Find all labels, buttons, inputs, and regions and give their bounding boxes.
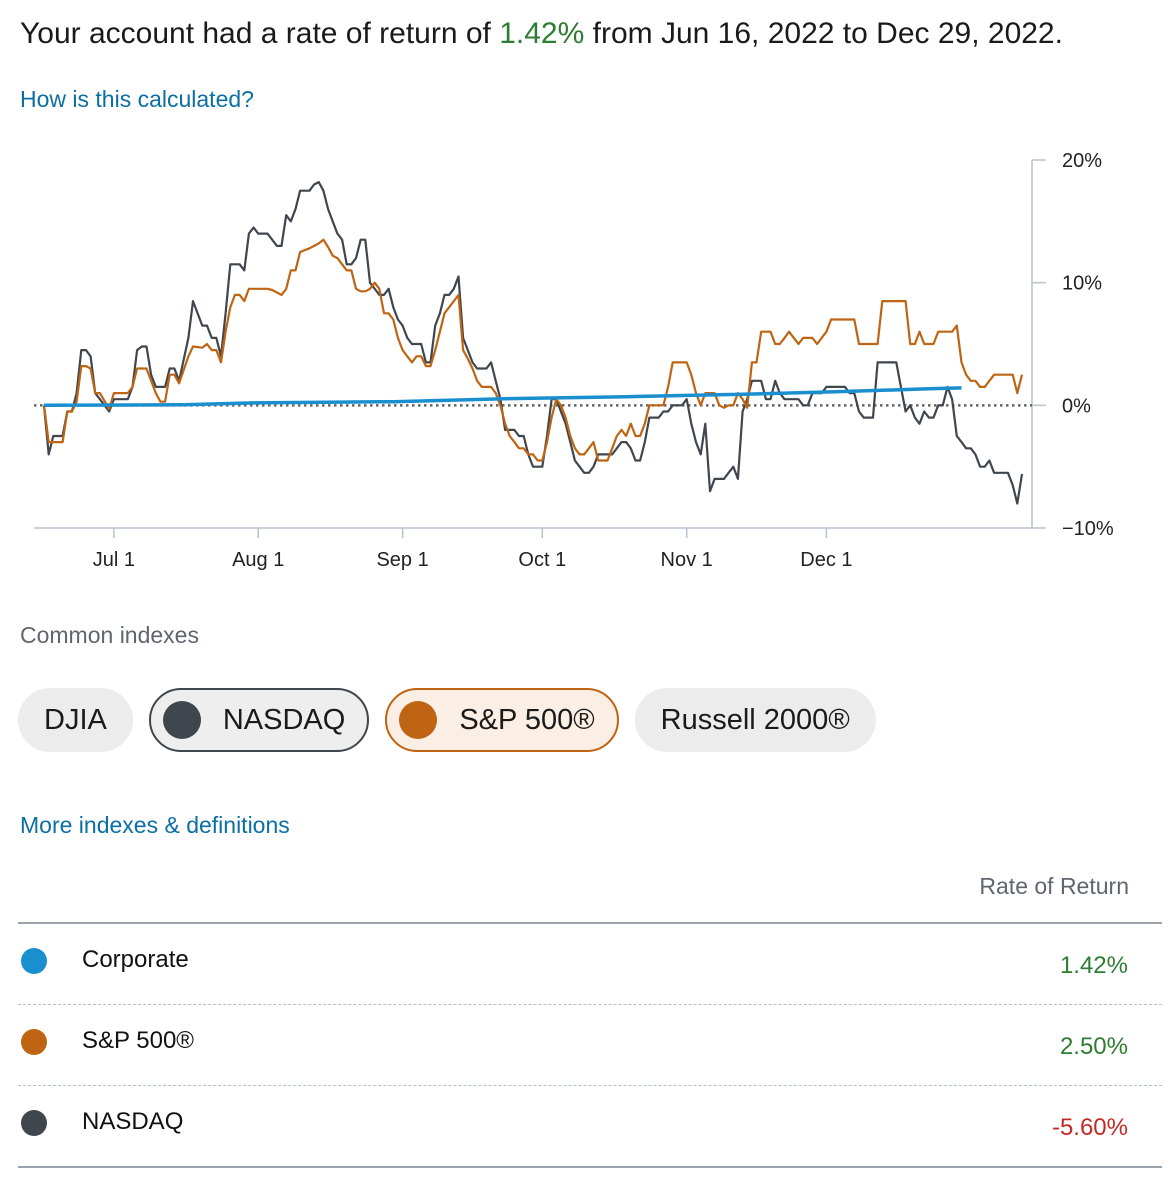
row-value: 2.50% — [1059, 1033, 1128, 1060]
summary-middle: from — [584, 17, 661, 50]
x-tick-label: Aug 1 — [232, 549, 284, 571]
summary-prefix: Your account had a rate of return of — [20, 17, 500, 50]
how-calculated-link[interactable]: How is this calculated? — [20, 86, 254, 112]
x-tick-label: Sep 1 — [376, 549, 428, 571]
row-value: 1.42% — [1059, 952, 1128, 979]
series-line-nasdaq — [42, 181, 1024, 505]
sp500-dot-icon — [399, 701, 438, 739]
y-tick-label: 10% — [1062, 273, 1102, 295]
table-row: NASDAQ -5.60% — [18, 1086, 1162, 1168]
y-tick-label: 20% — [1062, 150, 1102, 172]
djia-chip[interactable]: DJIA — [18, 688, 133, 752]
nasdaq-chip-label: NASDAQ — [222, 703, 346, 736]
x-tick-label: Oct 1 — [518, 549, 566, 571]
russell-chip-label: Russell 2000® — [660, 703, 850, 736]
returns-line-chart: 20% 10% 0% −10% Jul 1 Aug 1 Sep 1 Oct 1 Nov 1 Dec… — [34, 150, 1114, 571]
row-name: S&P 500® — [82, 1027, 194, 1054]
y-tick-label: 0% — [1062, 395, 1091, 417]
series-line-sp500 — [42, 238, 1024, 462]
djia-chip-label: DJIA — [44, 703, 107, 736]
end-date: Dec 29, 2022. — [876, 17, 1063, 50]
nasdaq-legend-dot-icon — [21, 1110, 47, 1136]
sp500-legend-dot-icon — [21, 1029, 47, 1055]
rate-of-return-header: Rate of Return — [979, 873, 1129, 899]
row-value: -5.60% — [1051, 1114, 1128, 1141]
table-row: S&P 500® 2.50% — [18, 1005, 1162, 1086]
table-row: Corporate 1.42% — [18, 924, 1162, 1005]
rate-of-return-summary: Your account had a rate of return of 1.4… — [20, 14, 1063, 54]
row-name: Corporate — [82, 946, 189, 973]
nasdaq-chip[interactable]: NASDAQ — [148, 688, 370, 752]
x-tick-label: Dec 1 — [800, 549, 852, 571]
x-tick-label: Nov 1 — [661, 549, 713, 571]
summary-to: to — [834, 17, 877, 50]
x-tick-label: Jul 1 — [93, 549, 135, 571]
y-tick-label: −10% — [1062, 518, 1114, 540]
series-line-corporate — [43, 386, 962, 408]
chart-axes: 20% 10% 0% −10% Jul 1 Aug 1 Sep 1 Oct 1 Nov 1 Dec… — [34, 150, 1114, 571]
start-date: Jun 16, 2022 — [660, 17, 835, 50]
sp500-chip[interactable]: S&P 500® — [385, 688, 619, 752]
corporate-legend-dot-icon — [21, 948, 47, 974]
account-rate-value: 1.42% — [499, 17, 585, 50]
row-name: NASDAQ — [82, 1108, 184, 1135]
russell-2000-chip[interactable]: Russell 2000® — [634, 688, 876, 752]
sp500-chip-label: S&P 500® — [459, 703, 595, 736]
index-chip-group: DJIA NASDAQ S&P 500® Russell 2000® — [18, 688, 876, 752]
more-indexes-link[interactable]: More indexes & definitions — [20, 812, 290, 838]
returns-table: Corporate 1.42% S&P 500® 2.50% NASDAQ -5… — [18, 922, 1162, 1168]
nasdaq-dot-icon — [162, 701, 201, 739]
chart-series — [42, 181, 1024, 505]
common-indexes-label: Common indexes — [20, 622, 199, 648]
